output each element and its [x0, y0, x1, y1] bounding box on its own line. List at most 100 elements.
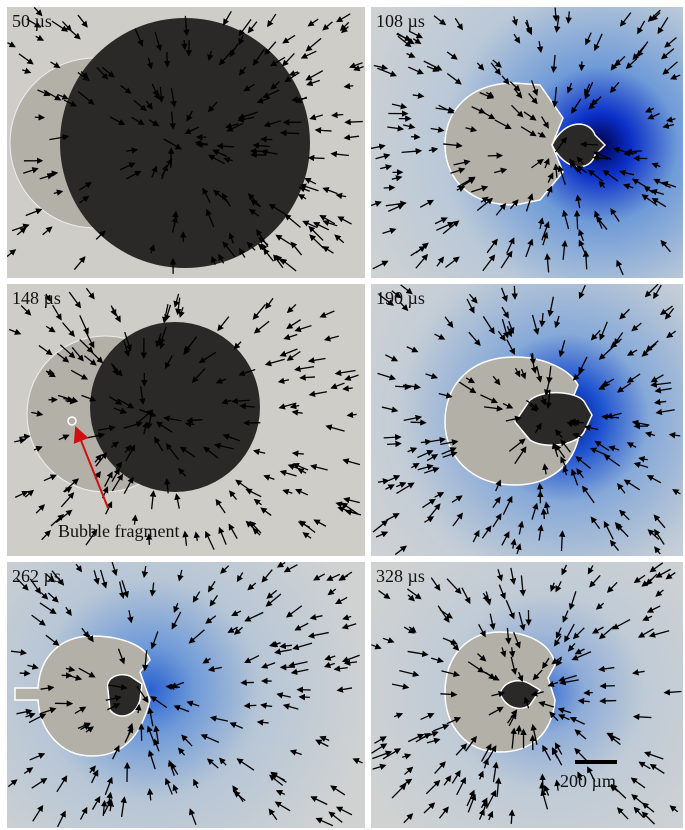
- velocity-arrow: [631, 794, 649, 808]
- velocity-arrow: [307, 154, 325, 162]
- velocity-arrow: [486, 238, 498, 254]
- velocity-arrow: [331, 111, 344, 119]
- velocity-arrow: [655, 589, 664, 597]
- velocity-arrow: [171, 215, 179, 233]
- velocity-arrow: [403, 414, 423, 422]
- velocity-arrow: [120, 796, 127, 817]
- velocity-arrow: [145, 533, 153, 545]
- velocity-arrow: [485, 591, 492, 606]
- velocity-arrow: [252, 48, 266, 66]
- velocity-arrow: [322, 219, 338, 227]
- velocity-arrow: [142, 421, 149, 435]
- velocity-arrow: [173, 704, 190, 713]
- velocity-arrow: [39, 707, 57, 715]
- velocity-arrow: [261, 569, 273, 583]
- velocity-arrow: [514, 446, 527, 465]
- velocity-arrow: [223, 10, 232, 26]
- velocity-arrow: [417, 450, 434, 459]
- velocity-arrow: [653, 398, 667, 406]
- velocity-arrow: [323, 661, 335, 668]
- velocity-arrow: [632, 713, 652, 721]
- velocity-arrow: [309, 114, 324, 121]
- velocity-arrow: [228, 523, 238, 539]
- velocity-arrow: [637, 628, 654, 638]
- velocity-arrow: [407, 594, 415, 602]
- velocity-arrow: [19, 433, 31, 441]
- velocity-arrow: [31, 777, 48, 789]
- velocity-arrow: [494, 167, 508, 174]
- velocity-arrow: [562, 610, 569, 623]
- velocity-arrow: [280, 258, 297, 272]
- velocity-arrow: [305, 37, 322, 52]
- velocity-arrow: [16, 708, 33, 715]
- velocity-arrow: [434, 333, 446, 340]
- velocity-arrow: [71, 347, 84, 362]
- velocity-arrow: [584, 81, 594, 100]
- velocity-arrow: [537, 131, 547, 138]
- velocity-arrow: [266, 589, 278, 599]
- velocity-arrow: [399, 778, 413, 788]
- velocity-arrow: [602, 169, 619, 182]
- velocity-arrow: [172, 784, 179, 794]
- velocity-arrow: [175, 297, 182, 316]
- velocity-arrow: [526, 399, 540, 410]
- velocity-arrow: [292, 462, 309, 471]
- velocity-arrow: [560, 439, 571, 453]
- velocity-arrow: [315, 817, 334, 827]
- velocity-arrow: [399, 301, 409, 312]
- velocity-arrow: [669, 73, 681, 80]
- velocity-arrow: [253, 320, 270, 334]
- velocity-arrow: [543, 157, 550, 169]
- velocity-arrow: [505, 600, 515, 620]
- velocity-arrow: [186, 417, 203, 424]
- velocity-arrow: [181, 734, 193, 747]
- velocity-arrow: [125, 147, 139, 154]
- velocity-arrow: [164, 355, 173, 370]
- velocity-arrow: [305, 70, 324, 81]
- velocity-arrow: [63, 486, 73, 494]
- velocity-arrow: [476, 62, 485, 71]
- velocity-arrow: [51, 570, 65, 586]
- velocity-arrow: [341, 26, 349, 34]
- velocity-arrow: [440, 439, 459, 446]
- velocity-arrow: [510, 538, 517, 549]
- velocity-arrow: [47, 170, 59, 177]
- velocity-arrow: [22, 67, 32, 74]
- velocity-arrow: [89, 765, 96, 774]
- velocity-arrow: [218, 49, 234, 66]
- velocity-arrow: [538, 701, 555, 708]
- velocity-arrow: [549, 711, 559, 722]
- velocity-arrow: [577, 771, 584, 781]
- velocity-arrow: [508, 809, 516, 824]
- velocity-arrow: [537, 217, 545, 230]
- velocity-arrow: [278, 402, 297, 410]
- velocity-arrow: [276, 562, 286, 568]
- velocity-arrow: [406, 346, 419, 353]
- velocity-arrow: [120, 85, 132, 94]
- velocity-arrow: [256, 719, 269, 726]
- velocity-arrow: [288, 661, 308, 668]
- annotation-text: Bubble fragment: [58, 521, 179, 541]
- velocity-arrow: [164, 304, 172, 322]
- velocity-arrow: [380, 164, 393, 171]
- velocity-arrow: [289, 749, 302, 756]
- velocity-arrow: [374, 736, 387, 744]
- velocity-arrow: [151, 165, 158, 178]
- velocity-arrow: [268, 808, 278, 821]
- velocity-arrow: [291, 409, 303, 416]
- velocity-arrow: [171, 611, 182, 630]
- velocity-arrow: [113, 407, 128, 414]
- velocity-arrow: [107, 703, 121, 711]
- velocity-arrow: [170, 762, 179, 775]
- velocity-arrow: [343, 134, 360, 141]
- velocity-arrow: [609, 81, 620, 94]
- velocity-arrow: [252, 448, 266, 456]
- velocity-arrow: [492, 59, 502, 68]
- velocity-arrow: [487, 745, 497, 761]
- velocity-arrow: [193, 778, 200, 789]
- velocity-arrow: [291, 96, 308, 103]
- velocity-arrow: [573, 209, 581, 230]
- velocity-arrow: [372, 519, 389, 533]
- velocity-arrow: [651, 162, 661, 169]
- velocity-arrow: [205, 208, 215, 228]
